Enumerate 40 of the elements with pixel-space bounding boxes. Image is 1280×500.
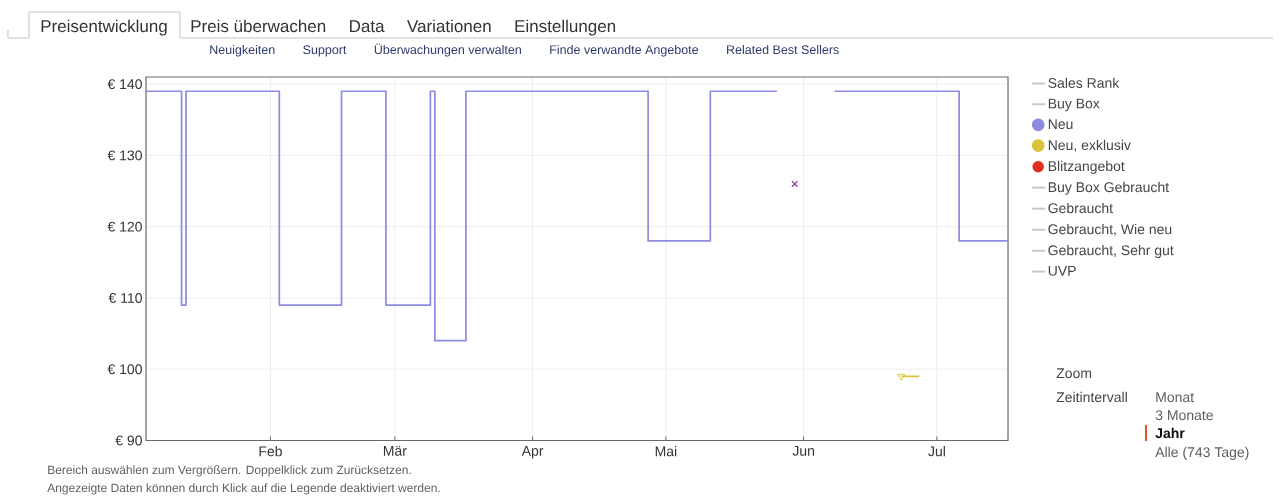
y-tick-label: € 110 [108, 292, 142, 303]
y-tick-label: € 90 [115, 435, 142, 446]
y-tick-label: € 130 [107, 150, 142, 161]
text: Alle (743 Tage) [1155, 446, 1249, 460]
legend-label: Gebraucht, Sehr gut [1048, 244, 1174, 259]
text: Related Best Sellers [727, 44, 839, 55]
text: Finde verwandte Angebote [550, 44, 699, 57]
y-tick-label: € 100 [107, 364, 142, 375]
text: Jahr [1155, 427, 1185, 439]
legend-label: Buy Box Gebraucht [1048, 181, 1169, 195]
legend-label: Blitzangebot [1048, 160, 1125, 174]
legend-label: Gebraucht, Wie neu [1048, 223, 1172, 236]
legend-label: Sales Rank [1048, 77, 1120, 88]
x-tick-label: Mai [655, 446, 677, 457]
text: Bereich auswählen zum Vergrößern. Doppelklick zum Zurücksetzen. [48, 465, 411, 477]
y-tick-label: € 120 [107, 221, 142, 232]
text: Angezeigte Daten können durch Klick auf die Legende deaktiviert werden. [47, 483, 440, 495]
text: Einstellungen [515, 19, 616, 36]
x-tick-label: Jul [928, 446, 945, 457]
legend-label: Neu, exklusiv [1048, 139, 1131, 152]
x-tick-label: Jun [792, 446, 814, 456]
text: 3 Monate [1155, 410, 1213, 421]
text: Monat [1156, 392, 1194, 403]
text: Data [350, 20, 385, 33]
text: Preisentwicklung [41, 19, 167, 36]
text: Support [303, 45, 347, 57]
y-tick-label: € 140 [107, 79, 142, 90]
text: Überwachungen verwalten [374, 43, 521, 57]
text: Variationen [407, 19, 491, 33]
text: Neuigkeiten [210, 44, 275, 57]
legend-label: Neu [1048, 119, 1073, 130]
legend-label: Gebraucht [1048, 202, 1113, 214]
text: Zeitintervall [1056, 391, 1127, 403]
x-tick-label: Mär [383, 446, 407, 456]
text: Preis überwachen [191, 19, 326, 33]
text: Zoom [1056, 368, 1092, 379]
legend-label: UVP [1048, 266, 1076, 276]
x-tick-label: Apr [521, 446, 544, 459]
x-tick-label: Feb [259, 446, 282, 457]
legend-label: Buy Box [1048, 98, 1100, 112]
